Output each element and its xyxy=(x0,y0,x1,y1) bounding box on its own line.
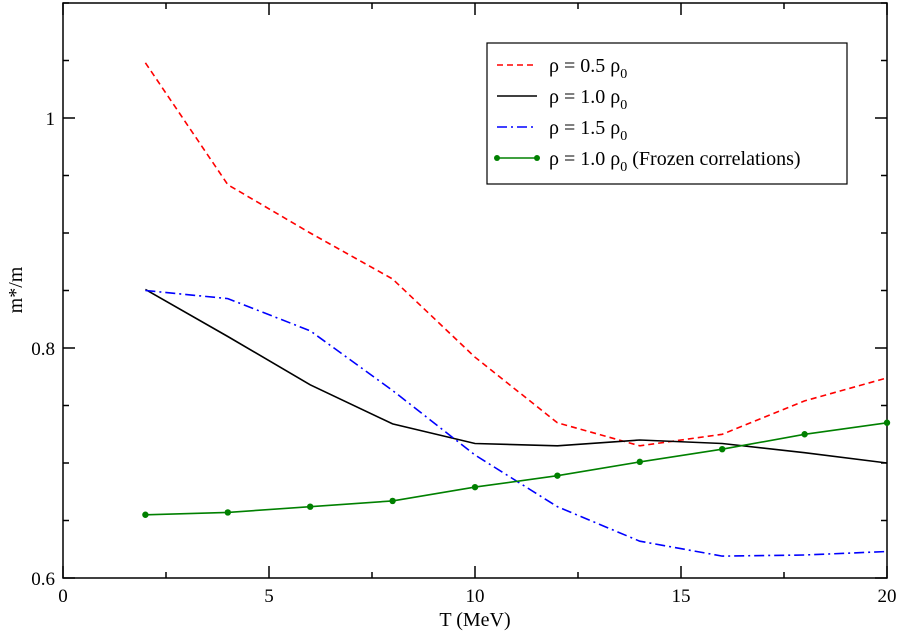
data-point xyxy=(636,458,643,466)
x-tick-label: 5 xyxy=(264,586,274,607)
x-tick-label: 20 xyxy=(878,586,897,607)
legend-label: ρ = 1.0 ρ0 xyxy=(549,86,627,113)
series-line xyxy=(145,289,888,557)
data-point xyxy=(883,419,891,426)
series-layer xyxy=(142,62,891,557)
y-tick-label: 0.8 xyxy=(31,339,55,360)
x-tick-label: 15 xyxy=(672,586,691,607)
legend-box xyxy=(486,42,848,185)
legend-item: ρ = 1.5 ρ0 xyxy=(497,117,627,144)
x-axis-title: T (MeV) xyxy=(439,609,510,631)
axis-ticks xyxy=(62,2,888,579)
legend-label: ρ = 1.5 ρ0 xyxy=(549,117,627,144)
legend: ρ = 0.5 ρ0 ρ = 1.0 ρ0 ρ = 1.5 ρ0 ρ = 1.0 ρ0… xyxy=(486,42,848,185)
legend-items: ρ = 0.5 ρ0 ρ = 1.0 ρ0 ρ = 1.5 ρ0 ρ = 1.0 ρ0… xyxy=(494,55,801,175)
y-tick-label: 1 xyxy=(46,109,56,130)
data-point xyxy=(471,483,479,491)
data-point xyxy=(719,446,726,453)
x-tick-label: 0 xyxy=(58,586,68,607)
data-point xyxy=(554,472,561,479)
series-4 xyxy=(142,419,891,518)
y-axis-title: m*/m xyxy=(5,266,27,313)
data-point xyxy=(142,511,149,518)
series-1 xyxy=(144,62,888,447)
legend-marker xyxy=(494,155,500,161)
data-point xyxy=(389,497,396,505)
data-point xyxy=(307,503,314,510)
series-line xyxy=(144,62,888,447)
y-tick-label: 0.6 xyxy=(31,569,55,590)
legend-item: ρ = 1.0 ρ0 (Frozen correlations) xyxy=(494,148,801,175)
series-3 xyxy=(145,289,888,557)
data-point xyxy=(224,509,231,516)
legend-item: ρ = 1.0 ρ0 xyxy=(497,86,627,113)
data-point xyxy=(801,431,808,438)
tick-labels: 0 5 10 15 20 0.6 0.8 1 xyxy=(31,109,896,607)
series-2 xyxy=(145,288,888,464)
legend-label: ρ = 0.5 ρ0 xyxy=(549,55,627,82)
legend-marker xyxy=(534,155,540,161)
x-tick-label: 10 xyxy=(466,586,485,607)
series-line xyxy=(145,422,888,516)
legend-item: ρ = 0.5 ρ0 xyxy=(497,55,627,82)
series-line xyxy=(145,288,888,464)
legend-label: ρ = 1.0 ρ0 (Frozen correlations) xyxy=(549,148,801,175)
